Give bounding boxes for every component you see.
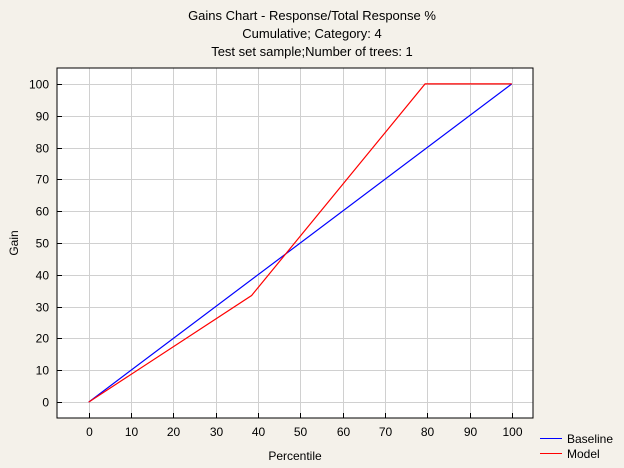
x-tick-label-70: 70 xyxy=(379,425,393,439)
legend: Baseline Model xyxy=(540,431,613,461)
x-tick-label-40: 40 xyxy=(252,425,266,439)
legend-item-model: Model xyxy=(540,446,613,461)
x-tick-label-0: 0 xyxy=(86,425,93,439)
y-tick-label-70: 70 xyxy=(36,173,50,187)
x-tick-label-10: 10 xyxy=(125,425,139,439)
y-tick-label-20: 20 xyxy=(36,332,50,346)
x-tick-label-80: 80 xyxy=(421,425,435,439)
series-line-model xyxy=(88,83,512,403)
y-tick-label-80: 80 xyxy=(36,142,50,156)
x-axis-label: Percentile xyxy=(268,449,322,463)
y-tick-label-30: 30 xyxy=(36,301,50,315)
x-tick-label-30: 30 xyxy=(210,425,224,439)
legend-label-model: Model xyxy=(567,446,600,461)
x-tick-label-50: 50 xyxy=(294,425,308,439)
axis-ticks: 0 10 20 30 40 50 60 70 80 90 100 0 10 20 30 40 50 60 70 80 9… xyxy=(29,78,523,440)
y-tick-label-10: 10 xyxy=(36,364,50,378)
y-tick-label-60: 60 xyxy=(36,205,50,219)
legend-swatch-model xyxy=(540,453,562,454)
y-tick-label-40: 40 xyxy=(36,269,50,283)
legend-label-baseline: Baseline xyxy=(567,431,614,446)
chart-title: Gains Chart - Response/Total Response % xyxy=(188,8,436,23)
series-line-baseline xyxy=(88,83,513,403)
legend-swatch-baseline xyxy=(540,438,562,439)
plot-frame xyxy=(56,67,534,419)
chart-subtitle: Cumulative; Category: 4 xyxy=(242,26,382,41)
x-tick-label-90: 90 xyxy=(464,425,478,439)
legend-item-baseline: Baseline xyxy=(540,431,613,446)
y-tick-label-90: 90 xyxy=(36,110,50,124)
x-tick-label-100: 100 xyxy=(502,425,522,439)
series-lines xyxy=(88,83,513,403)
y-tick-label-0: 0 xyxy=(42,396,49,410)
chart-title-block: Gains Chart - Response/Total Response % … xyxy=(0,7,624,61)
chart-subtitle-2: Test set sample;Number of trees: 1 xyxy=(211,44,413,59)
y-tick-label-100: 100 xyxy=(29,78,49,92)
x-tick-label-20: 20 xyxy=(167,425,181,439)
y-tick-label-50: 50 xyxy=(36,237,50,251)
y-axis-label: Gain xyxy=(7,230,21,255)
x-tick-label-60: 60 xyxy=(337,425,351,439)
